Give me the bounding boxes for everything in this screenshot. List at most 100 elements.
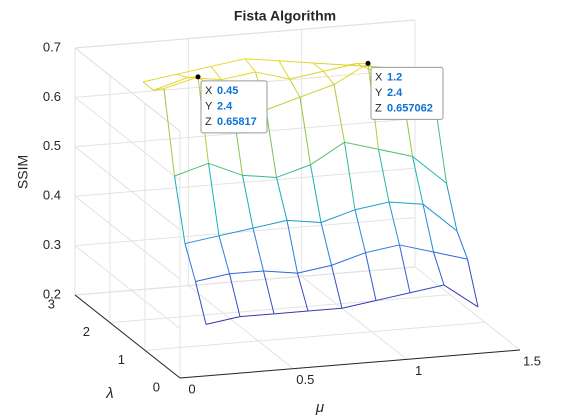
datatip-field: Z	[375, 102, 382, 114]
x-axis-label: μ	[315, 399, 324, 416]
mesh-edge	[412, 156, 424, 205]
grid-line	[74, 167, 416, 197]
mesh-edge	[320, 209, 356, 223]
mesh-edge	[265, 109, 277, 178]
datatip-box	[370, 66, 444, 120]
x-tick-label: 0	[188, 381, 195, 396]
grid-line	[74, 217, 416, 247]
mesh-edge	[399, 244, 411, 293]
grid-line	[74, 266, 416, 296]
z-tick-label: 0.4	[43, 188, 61, 203]
mesh-edge	[331, 265, 343, 309]
mesh-edge	[388, 201, 424, 205]
mesh-edge	[354, 209, 366, 253]
mesh-edge	[341, 300, 377, 309]
datatip-field: Y	[375, 87, 383, 99]
mesh-edge	[422, 203, 458, 232]
grid-line	[301, 275, 407, 360]
mesh-edge	[153, 88, 165, 91]
datatip-marker	[365, 60, 371, 66]
datatip-value: 2.4	[387, 87, 403, 99]
mesh-edge	[252, 227, 264, 272]
datatip-value: 0.657062	[387, 102, 433, 114]
mesh-edge	[187, 77, 222, 81]
y-tick-label: 0	[153, 379, 160, 394]
mesh-edge	[375, 292, 411, 301]
mesh-edge	[263, 270, 298, 274]
grid-line	[188, 285, 294, 370]
datatip-box	[200, 80, 268, 134]
x-axis	[179, 349, 521, 379]
mesh-edge	[174, 175, 186, 244]
grid-line	[74, 245, 181, 329]
datatip: X 0.45 Y 2.4 Z 0.65817	[200, 80, 268, 134]
chart-title: Fista Algorithm	[234, 8, 336, 24]
x-tick-label: 0.5	[296, 372, 314, 387]
mesh-edge	[263, 270, 275, 314]
mesh-edge	[310, 164, 322, 223]
mesh-edge	[195, 281, 207, 325]
mesh-edge	[333, 84, 345, 143]
datatip-value: 2.4	[217, 100, 233, 112]
mesh-edge	[218, 227, 254, 237]
mesh-edge	[433, 251, 468, 260]
mesh-edge	[378, 149, 390, 203]
z-tick-label: 0.6	[43, 89, 61, 104]
mesh-edge	[399, 244, 434, 253]
mesh-edge	[142, 81, 154, 91]
grid-line	[144, 321, 486, 351]
datatip-field: Y	[205, 100, 213, 112]
mesh-edge	[176, 65, 212, 75]
z-tick-label: 0.7	[43, 39, 61, 54]
mesh-edge	[320, 222, 332, 266]
mesh-edge	[221, 71, 256, 81]
mesh-edge	[195, 273, 230, 282]
mesh-edge	[435, 110, 447, 184]
mesh-edge	[252, 219, 288, 229]
mesh-edge	[278, 60, 290, 80]
mesh-edge	[265, 96, 301, 111]
mesh-edge	[297, 264, 332, 274]
mesh-edge	[409, 284, 445, 294]
y-tick-label: 3	[48, 296, 55, 311]
grid-line	[74, 195, 181, 280]
datatip-field: X	[375, 71, 383, 83]
mesh-edge	[239, 313, 275, 318]
grid-line	[74, 97, 181, 181]
datatip-field: X	[205, 85, 213, 97]
mesh-edge	[433, 251, 445, 286]
mesh-edge	[331, 252, 366, 266]
mesh-edge	[299, 84, 335, 98]
mesh-edge	[297, 272, 309, 312]
mesh-edge	[244, 58, 280, 62]
mesh-edge	[286, 219, 322, 223]
datatip-value: 0.45	[217, 85, 238, 97]
mesh-edge	[242, 174, 277, 178]
mesh-edge	[278, 60, 314, 64]
mesh-edge	[310, 141, 345, 166]
mesh-edge	[208, 163, 220, 236]
z-axis-label: SSIM	[15, 155, 31, 189]
y-tick-label: 2	[83, 324, 90, 339]
mesh-edge	[333, 62, 369, 85]
grid-line	[74, 19, 416, 49]
datatip-value: 0.65817	[217, 116, 257, 128]
mesh-edge	[273, 310, 309, 315]
mesh-edge	[210, 58, 246, 67]
mesh-edge	[163, 88, 175, 177]
mesh-edge	[307, 307, 343, 312]
mesh-edge	[255, 71, 290, 80]
mesh-edge	[242, 175, 254, 229]
mesh-edge	[184, 235, 220, 245]
mesh-edge	[210, 66, 222, 80]
mesh-edge	[378, 148, 413, 157]
grid-line	[74, 47, 181, 132]
y-tick-label: 1	[118, 352, 125, 367]
mesh-edge	[176, 73, 188, 79]
grid-line	[74, 146, 181, 231]
z-tick-label: 0.5	[43, 138, 61, 153]
mesh-edge	[174, 162, 209, 177]
datatip-field: Z	[205, 116, 212, 128]
mesh-edge	[289, 70, 324, 80]
